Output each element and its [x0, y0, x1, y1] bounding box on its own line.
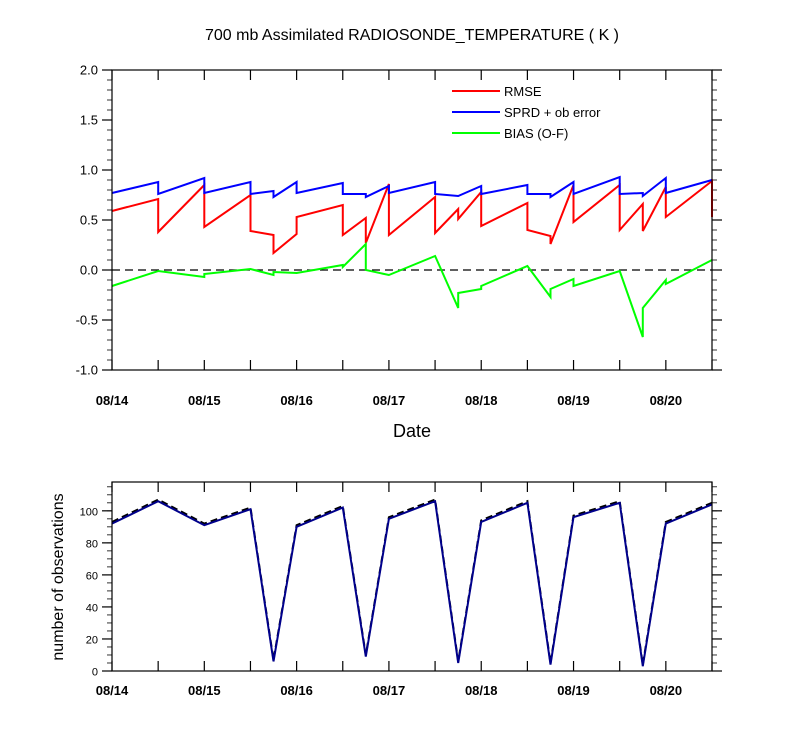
x-tick-label: 08/14 — [96, 393, 129, 408]
y-tick-label: -1.0 — [76, 363, 98, 378]
y-tick-label: 0 — [92, 667, 98, 679]
x-tick-label: 08/20 — [650, 683, 683, 698]
top-axis-ticks — [102, 69, 722, 371]
y-tick-label: 2.0 — [80, 63, 98, 78]
x-tick-label: 08/17 — [373, 683, 406, 698]
top-series-group — [111, 175, 713, 338]
x-tick-label: 08/20 — [650, 393, 683, 408]
top-plot-frame — [111, 69, 713, 371]
legend-label: SPRD + ob error — [504, 105, 601, 120]
bottom-axis-ticks — [102, 482, 722, 672]
y-axis-title-observations: number of observations — [50, 493, 67, 660]
x-tick-label: 08/17 — [373, 393, 406, 408]
y-tick-label: 40 — [86, 602, 98, 614]
x-axis-title: Date — [393, 421, 431, 441]
x-tick-label: 08/18 — [465, 683, 498, 698]
top-axis-labels: -1.0 -0.5 0.0 0.5 1.0 1.5 2.0 08/14 08/15 08/16 08… — [76, 63, 683, 409]
bottom-series-group — [111, 498, 713, 667]
y-tick-label: -0.5 — [76, 313, 98, 328]
y-tick-label: 100 — [80, 506, 98, 518]
y-tick-label: 0.5 — [80, 213, 98, 228]
bottom-axis-labels: 0 20 40 60 80 100 08/14 08/15 08/16 08/17 08/18 08/… — [80, 506, 682, 698]
y-tick-label: 20 — [86, 634, 98, 646]
x-tick-label: 08/15 — [188, 683, 221, 698]
x-tick-label: 08/18 — [465, 393, 498, 408]
x-tick-label: 08/16 — [280, 393, 313, 408]
legend-label: BIAS (O-F) — [504, 126, 568, 141]
bottom-plot-frame — [111, 481, 713, 672]
chart-title: 700 mb Assimilated RADIOSONDE_TEMPERATUR… — [205, 27, 619, 44]
series-line-sprd-ob-error — [111, 175, 713, 199]
x-tick-label: 08/16 — [280, 683, 313, 698]
x-tick-label: 08/19 — [557, 683, 590, 698]
y-tick-label: 60 — [86, 570, 98, 582]
series-line-rmse — [111, 178, 713, 256]
y-tick-label: 0.0 — [80, 263, 98, 278]
legend-label: RMSE — [504, 84, 542, 99]
series-line-observations-solid — [111, 499, 713, 667]
x-tick-label: 08/19 — [557, 393, 590, 408]
x-tick-label: 08/15 — [188, 393, 221, 408]
series-line-bias-o-f — [111, 241, 713, 338]
y-tick-label: 1.5 — [80, 113, 98, 128]
x-tick-label: 08/14 — [96, 683, 129, 698]
y-tick-label: 80 — [86, 538, 98, 550]
y-tick-label: 1.0 — [80, 163, 98, 178]
legend: RMSE SPRD + ob error BIAS (O-F) — [452, 84, 601, 141]
